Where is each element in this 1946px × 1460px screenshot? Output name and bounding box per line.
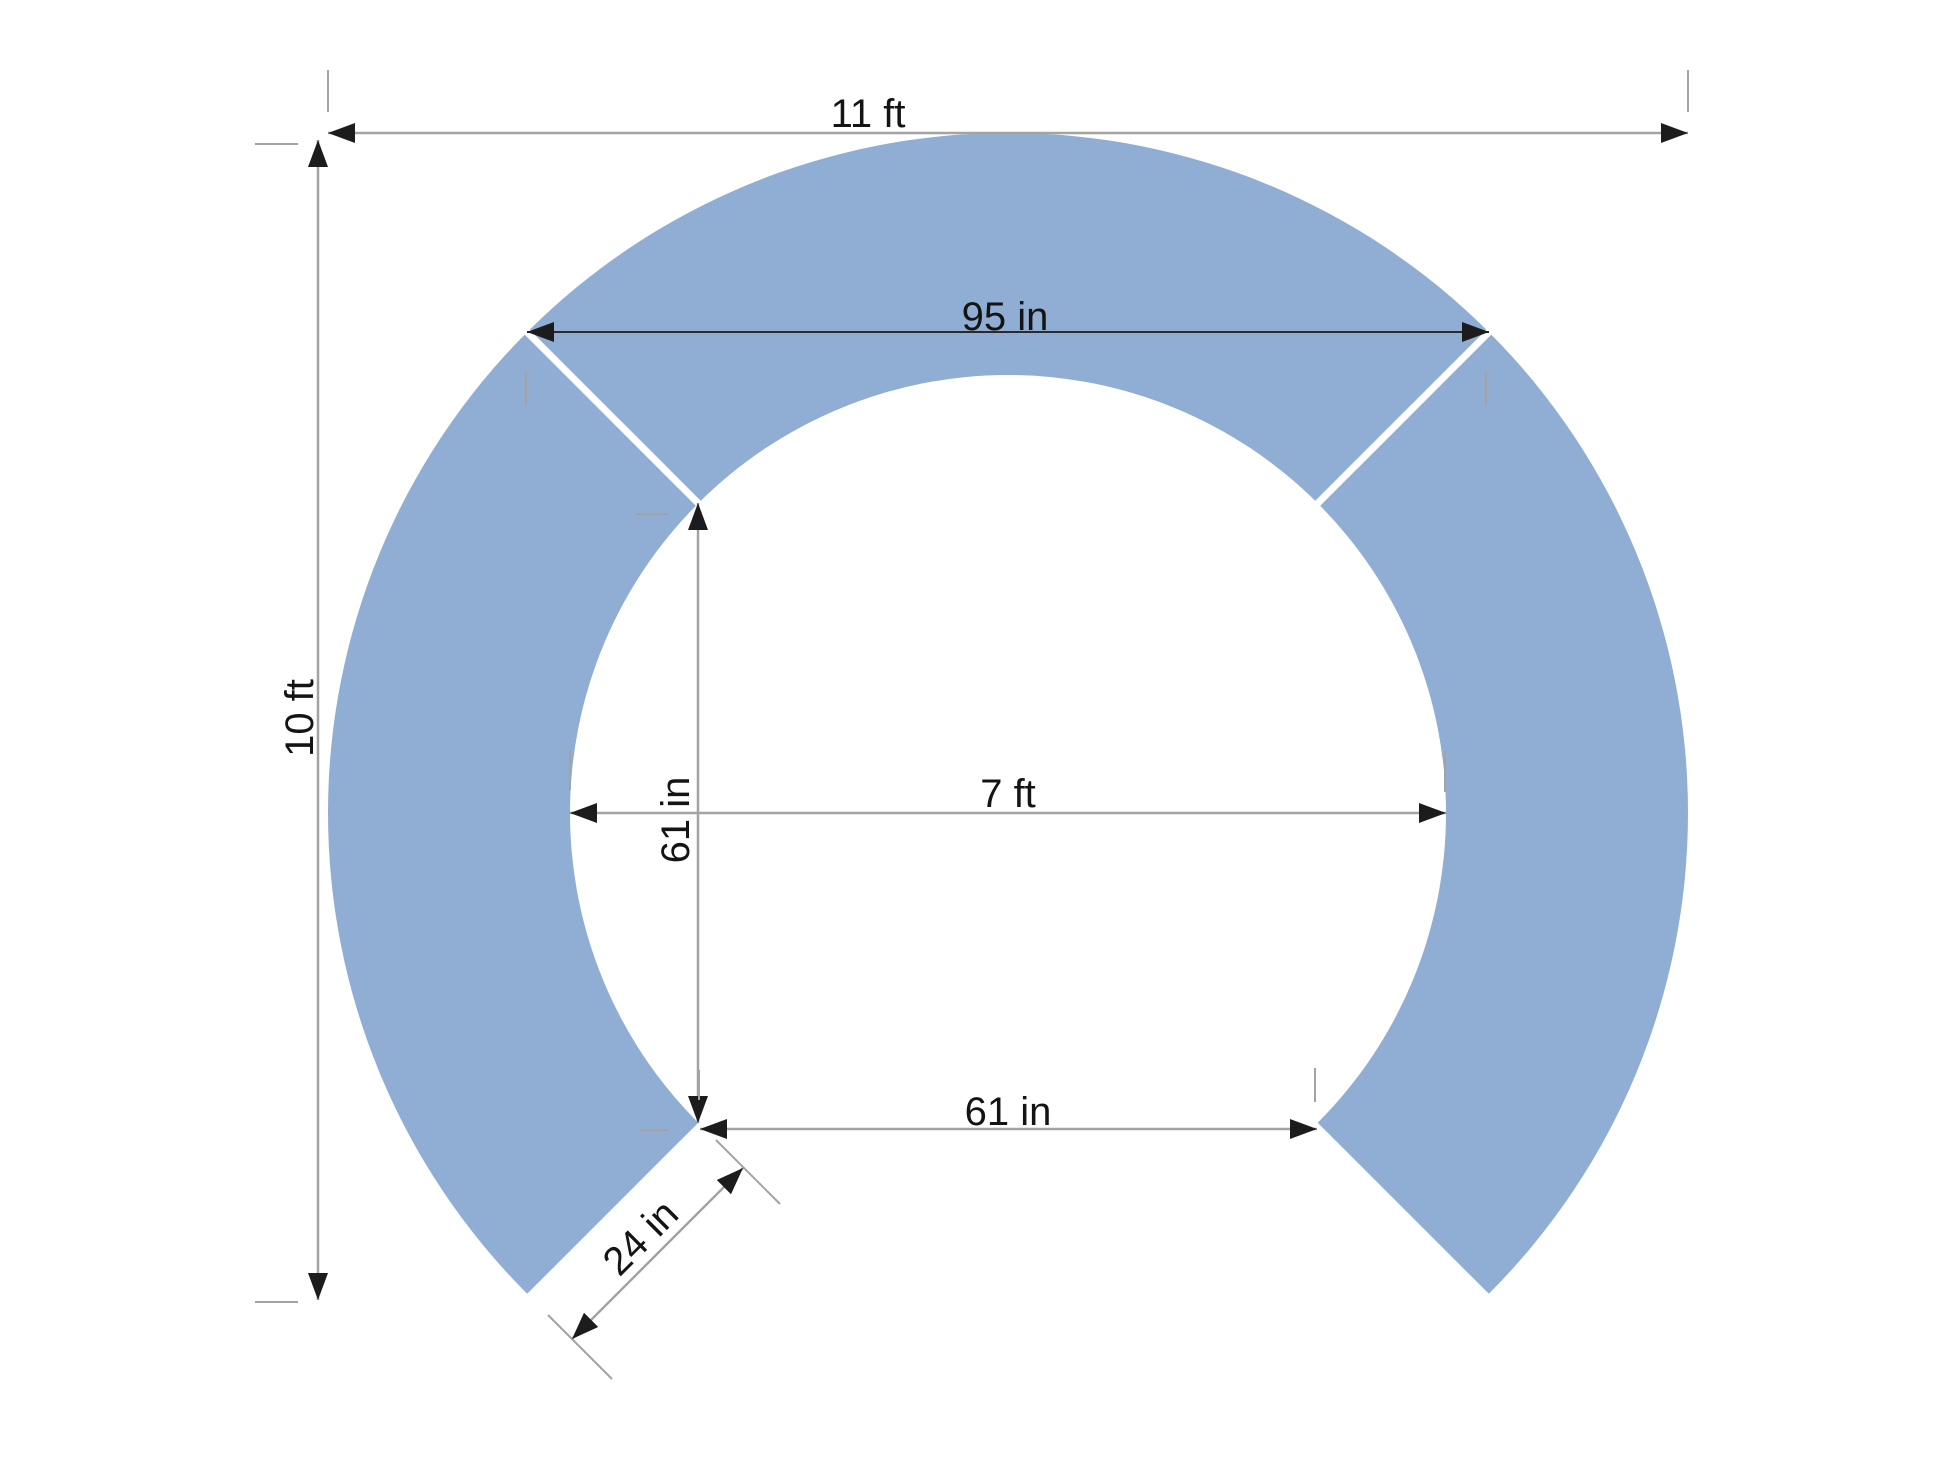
upper-chord-arrow-right-icon xyxy=(1462,322,1489,342)
inner-diameter-arrow-right-icon xyxy=(1419,803,1446,823)
outer-width-label: 11 ft xyxy=(831,92,906,136)
ring-thickness-line xyxy=(571,1167,744,1340)
dimension-inner-side-height: 61 in xyxy=(636,503,708,1123)
inner-diameter-label: 7 ft xyxy=(980,772,1036,816)
dimension-overall-height: 10 ft xyxy=(255,140,328,1303)
inner-side-height-label: 61 in xyxy=(654,777,698,864)
inner-diameter-arrow-left-icon xyxy=(570,803,597,823)
cut-line-upper-left xyxy=(521,326,704,509)
inner-side-height-arrow-up-icon xyxy=(688,503,708,530)
dimension-outer-width: 11 ft xyxy=(327,70,1689,143)
dimension-bottom-opening: 61 in xyxy=(640,1068,1317,1139)
bottom-opening-arrow-left-icon xyxy=(700,1119,727,1139)
bottom-opening-label: 61 in xyxy=(965,1090,1052,1134)
ring-thickness-arrow-lower-icon xyxy=(572,1312,599,1339)
cut-line-upper-right xyxy=(1312,326,1495,509)
bottom-opening-arrow-right-icon xyxy=(1290,1119,1317,1139)
outer-width-arrow-left-icon xyxy=(328,123,355,143)
dimension-inner-diameter: 7 ft xyxy=(569,750,1446,823)
dimension-upper-chord: 95 in xyxy=(525,295,1489,406)
blue-ring-shape xyxy=(328,132,1688,1294)
ring-thickness-extension-inner xyxy=(715,1139,781,1205)
overall-height-arrow-up-icon xyxy=(308,140,328,167)
overall-height-label: 10 ft xyxy=(278,679,322,757)
upper-chord-arrow-left-icon xyxy=(527,322,554,342)
inner-side-height-arrow-down-icon xyxy=(688,1096,708,1123)
outer-width-arrow-right-icon xyxy=(1661,123,1688,143)
ring-thickness-arrow-upper-icon xyxy=(716,1168,743,1195)
upper-chord-label: 95 in xyxy=(962,295,1049,339)
overall-height-arrow-down-icon xyxy=(308,1273,328,1300)
ring-thickness-extension-outer xyxy=(547,1314,613,1380)
